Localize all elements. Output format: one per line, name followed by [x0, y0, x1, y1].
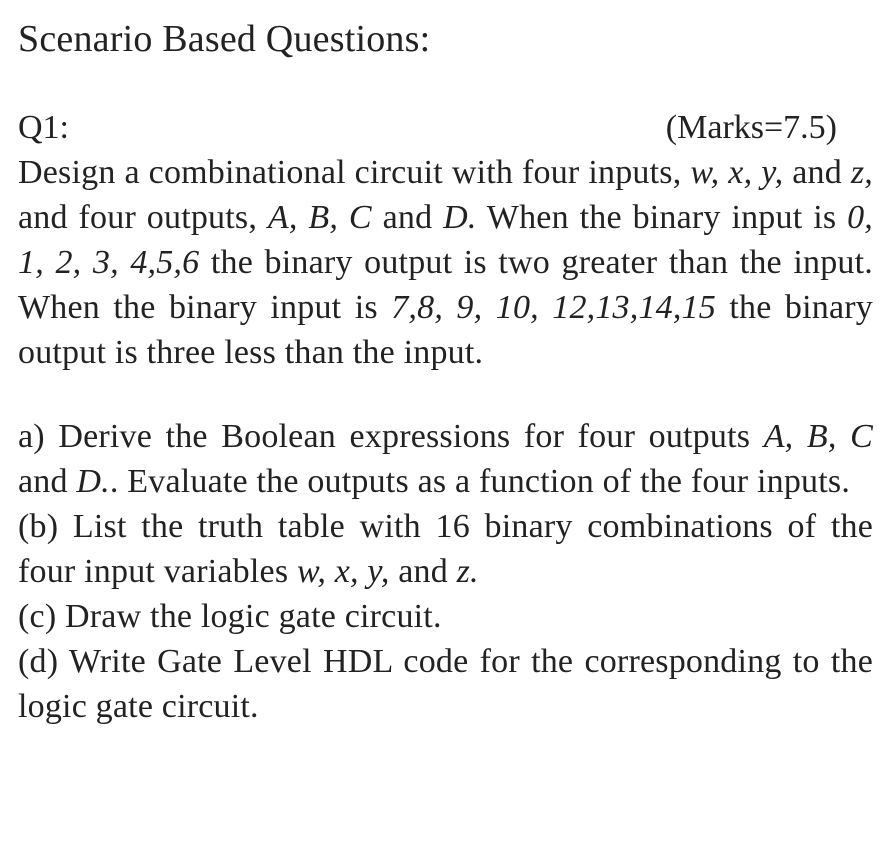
prompt-text: and [372, 199, 443, 236]
question-marks: (Marks=7.5) [666, 106, 837, 151]
part-a-text: a) Derive the Boolean expressions for fo… [18, 418, 764, 455]
part-a-text: and [18, 463, 76, 500]
prompt-text: and [783, 154, 851, 191]
part-c: (c) Draw the logic gate circuit. [18, 595, 873, 640]
nums-high: 7,8, 9, 10, 12,13,14,15 [391, 289, 716, 326]
part-d: (d) Write Gate Level HDL code for the co… [18, 640, 873, 730]
question-header: Q1: (Marks=7.5) [18, 106, 873, 151]
prompt-text: Design a combinational circuit with four… [18, 154, 690, 191]
var-z: z, [851, 154, 873, 191]
part-b-vars: w, x, y, [297, 553, 390, 590]
part-b: (b) List the truth table with 16 binary … [18, 505, 873, 595]
part-a: a) Derive the Boolean expressions for fo… [18, 415, 873, 505]
prompt-text: and four outputs, [18, 199, 268, 236]
part-a-text: . Evaluate the outputs as a function of … [110, 463, 850, 500]
part-a-d: D. [76, 463, 109, 500]
prompt-text: When the binary input is [477, 199, 848, 236]
var-abc: A, B, C [268, 199, 372, 236]
part-b-z: z. [457, 553, 479, 590]
part-a-vars: A, B, C [764, 418, 873, 455]
question-prompt: Design a combinational circuit with four… [18, 151, 873, 375]
page-heading: Scenario Based Questions: [18, 14, 873, 64]
part-b-text: and [390, 553, 457, 590]
var-d: D. [443, 199, 476, 236]
var-wxy: w, x, y, [690, 154, 783, 191]
question-label: Q1: [18, 106, 69, 151]
